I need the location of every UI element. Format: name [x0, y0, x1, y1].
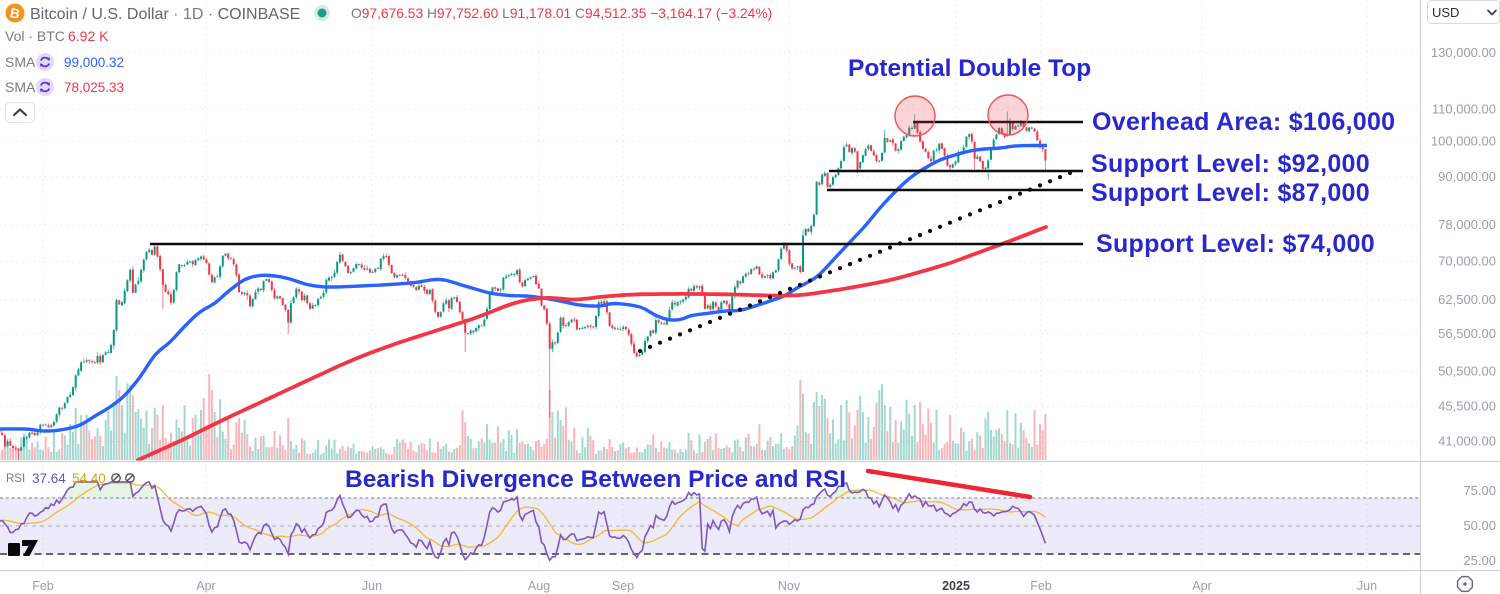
svg-text:Overhead Area: $106,000: Overhead Area: $106,000	[1092, 108, 1395, 136]
svg-text:99,000.32: 99,000.32	[64, 55, 124, 70]
svg-text:Bitcoin / U.S. Dollar · 1D · C: Bitcoin / U.S. Dollar · 1D · COINBASE	[30, 6, 300, 23]
svg-text:USD: USD	[1432, 5, 1459, 20]
svg-text:130,000.00: 130,000.00	[1431, 45, 1496, 60]
svg-text:54.40: 54.40	[72, 471, 106, 486]
svg-text:Jun: Jun	[362, 579, 382, 593]
svg-text:Vol · BTC: Vol · BTC	[5, 28, 65, 44]
svg-text:Sep: Sep	[612, 579, 634, 593]
svg-text:Jun: Jun	[1357, 579, 1377, 593]
svg-text:SMA: SMA	[5, 79, 36, 95]
svg-text:O97,676.53 H97,752.60 L91,178.: O97,676.53 H97,752.60 L91,178.01 C94,512…	[351, 6, 772, 21]
svg-text:50.00: 50.00	[1463, 518, 1496, 533]
svg-text:90,000.00: 90,000.00	[1438, 169, 1496, 184]
svg-text:Aug: Aug	[528, 579, 550, 593]
svg-text:45,500.00: 45,500.00	[1438, 399, 1496, 414]
svg-text:Support Level: $74,000: Support Level: $74,000	[1096, 230, 1375, 258]
svg-text:SMA: SMA	[5, 54, 36, 70]
svg-text:Bearish Divergence Between Pri: Bearish Divergence Between Price and RSI	[345, 466, 846, 493]
svg-text:Support Level: $87,000: Support Level: $87,000	[1091, 179, 1370, 207]
svg-text:2025: 2025	[942, 579, 970, 593]
svg-text:B: B	[9, 5, 22, 22]
svg-text:37.64: 37.64	[32, 471, 66, 486]
svg-text:Feb: Feb	[32, 579, 54, 593]
svg-text:Nov: Nov	[778, 579, 801, 593]
svg-text:100,000.00: 100,000.00	[1431, 134, 1496, 149]
svg-text:78,025.33: 78,025.33	[64, 80, 124, 95]
svg-text:110,000.00: 110,000.00	[1432, 101, 1496, 116]
svg-text:41,000.00: 41,000.00	[1438, 434, 1496, 449]
svg-text:Feb: Feb	[1030, 579, 1052, 593]
svg-text:RSI: RSI	[6, 473, 25, 485]
svg-text:62,500.00: 62,500.00	[1438, 292, 1496, 307]
svg-text:50,500.00: 50,500.00	[1438, 364, 1496, 379]
svg-text:70,000.00: 70,000.00	[1438, 254, 1496, 269]
svg-text:75.00: 75.00	[1463, 483, 1496, 498]
svg-text:56,500.00: 56,500.00	[1438, 326, 1496, 341]
svg-text:Apr: Apr	[1192, 579, 1211, 593]
svg-text:25.00: 25.00	[1463, 553, 1496, 568]
svg-text:Potential Double Top: Potential Double Top	[848, 55, 1091, 82]
svg-text:Support Level: $92,000: Support Level: $92,000	[1091, 150, 1370, 178]
svg-text:6.92 K: 6.92 K	[68, 28, 109, 44]
svg-text:78,000.00: 78,000.00	[1438, 217, 1496, 232]
svg-text:Apr: Apr	[196, 579, 215, 593]
